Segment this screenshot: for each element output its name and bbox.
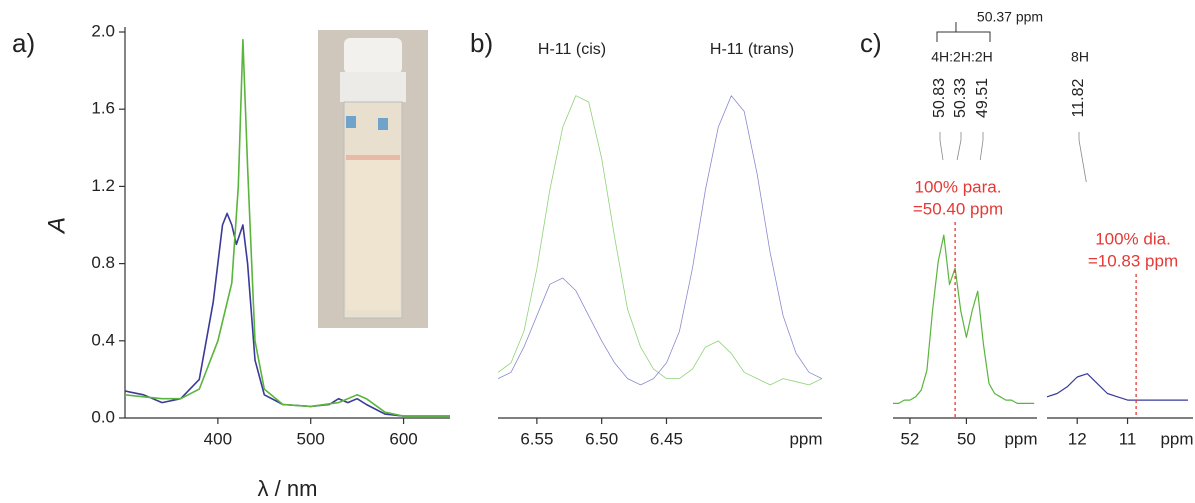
spectrum-line	[124, 38, 450, 417]
x-tick-label: 6.55	[520, 429, 553, 448]
x-tick-label: 50	[957, 429, 976, 448]
peak-label: 50.83	[931, 78, 948, 118]
peak-label: 11.82	[1070, 78, 1087, 117]
y-tick-label: 0.0	[91, 407, 115, 426]
x-tick-label: 500	[297, 429, 325, 448]
x-unit: ppm	[1004, 429, 1037, 448]
reference-label: 100% dia.	[1095, 229, 1171, 248]
bracket	[936, 22, 991, 42]
bracket-label: 50.37 ppm	[977, 9, 1043, 25]
peak-leader	[939, 132, 944, 161]
reference-label: 100% para.	[915, 177, 1002, 196]
x-tick-label: 400	[204, 429, 232, 448]
y-axis-label: A	[43, 217, 70, 235]
spectrum-line	[497, 95, 823, 386]
y-tick-label: 1.2	[91, 176, 115, 195]
panel-label: b)	[470, 28, 493, 58]
peak-label: 50.33	[952, 78, 969, 118]
integral-label: 4H:2H:2H	[931, 49, 992, 65]
spectrum-line	[893, 234, 1035, 404]
y-tick-label: 2.0	[91, 21, 115, 40]
panel-label: a)	[12, 28, 35, 58]
y-tick-label: 1.6	[91, 99, 115, 118]
peak-leader	[1078, 132, 1087, 183]
y-tick-label: 0.4	[91, 330, 115, 349]
x-tick-label: 11	[1119, 429, 1137, 448]
x-tick-label: 52	[900, 429, 919, 448]
panel-label: c)	[860, 28, 882, 58]
x-unit: ppm	[789, 429, 822, 448]
integral-label: 8H	[1071, 49, 1089, 65]
peak-leader	[979, 132, 984, 161]
peak-label: 49.51	[974, 78, 991, 118]
x-tick-label: 600	[389, 429, 417, 448]
peak-title: H-11 (trans)	[710, 41, 794, 58]
photo-inset	[318, 30, 428, 328]
peak-leader	[956, 132, 962, 161]
x-tick-label: 12	[1068, 429, 1087, 448]
x-tick-label: 6.45	[650, 429, 683, 448]
x-axis-label: λ / nm	[258, 476, 318, 501]
reference-label: =10.83 ppm	[1088, 251, 1178, 270]
peak-title: H-11 (cis)	[538, 41, 606, 58]
spectrum-line	[1046, 373, 1188, 401]
x-unit: ppm	[1160, 429, 1193, 448]
spectrum-line	[124, 212, 450, 417]
reference-label: =50.40 ppm	[913, 199, 1003, 218]
y-tick-label: 0.8	[91, 253, 115, 272]
spectrum-line	[497, 95, 823, 386]
x-tick-label: 6.50	[585, 429, 618, 448]
